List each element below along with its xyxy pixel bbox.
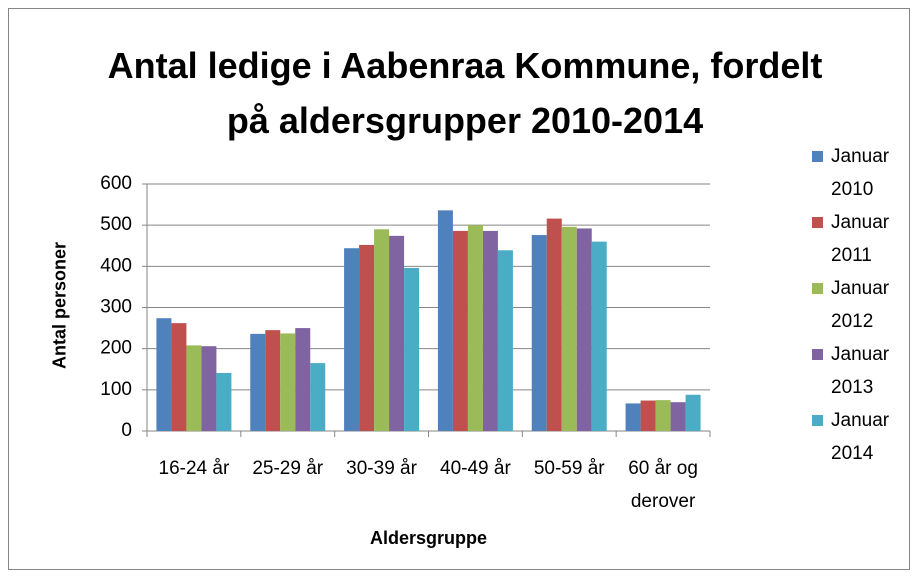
chart-title: Antal ledige i Aabenraa Kommune, fordelt… <box>107 45 823 141</box>
bar <box>359 244 375 431</box>
legend-swatch <box>812 349 823 360</box>
bar <box>437 210 453 431</box>
y-tick-label: 500 <box>100 214 132 235</box>
bar <box>625 403 641 431</box>
legend-label: Januar 2014 <box>831 410 890 464</box>
bar <box>482 230 498 431</box>
legend-swatch <box>812 217 823 228</box>
chart-border <box>8 8 910 570</box>
bar <box>576 228 592 431</box>
bar <box>467 225 483 431</box>
bar <box>186 345 202 431</box>
x-tick-label: 60 år og derover <box>628 458 698 512</box>
bar <box>280 333 296 431</box>
x-tick-label: 40-49 år <box>440 458 511 479</box>
bar <box>374 229 390 431</box>
bar <box>250 333 266 431</box>
bar <box>546 218 562 431</box>
y-axis-title: Antal personer <box>49 241 70 370</box>
bar <box>265 330 281 431</box>
bar <box>685 394 701 431</box>
x-tick-label: 50-59 år <box>533 458 605 479</box>
y-tick-label: 0 <box>121 420 132 441</box>
bar <box>591 241 607 431</box>
legend-label: Januar 2011 <box>831 212 890 266</box>
legend-label: Januar 2013 <box>831 344 890 398</box>
bar <box>452 230 468 431</box>
bar <box>404 267 420 431</box>
bar <box>216 372 232 431</box>
bar <box>156 318 172 431</box>
y-tick-label: 200 <box>100 338 132 359</box>
x-tick-label: 30-39 år <box>346 458 417 479</box>
x-tick-label: 25-29 år <box>252 458 324 479</box>
bar <box>295 328 311 431</box>
legend-swatch <box>812 415 823 426</box>
bar <box>201 346 217 431</box>
bar <box>561 226 577 431</box>
bar <box>670 402 686 431</box>
bar <box>389 235 405 431</box>
legend-swatch <box>812 151 823 162</box>
bar <box>531 235 547 431</box>
y-tick-label: 600 <box>100 173 132 194</box>
bar <box>497 250 513 431</box>
legend-label: Januar 2012 <box>831 278 890 332</box>
legend-label: Januar 2010 <box>831 146 890 200</box>
y-tick-label: 300 <box>100 297 132 318</box>
bar <box>310 363 326 431</box>
bar <box>344 248 360 431</box>
y-tick-label: 400 <box>100 255 132 276</box>
legend-swatch <box>812 283 823 294</box>
bar <box>171 323 187 431</box>
x-axis-title: Aldersgruppe <box>369 528 488 548</box>
x-tick-label: 16-24 år <box>158 458 230 479</box>
bar <box>640 400 656 431</box>
y-tick-label: 100 <box>100 379 132 400</box>
bar <box>655 400 671 431</box>
